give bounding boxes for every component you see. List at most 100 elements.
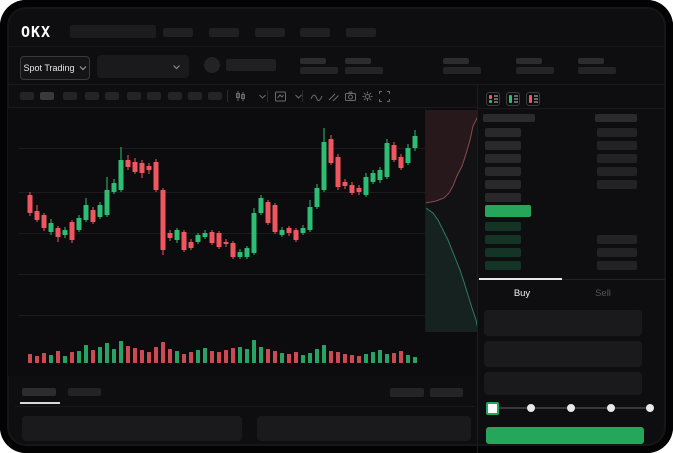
bid-price-placeholder[interactable] [485, 222, 521, 231]
mini-button-placeholder[interactable] [390, 388, 424, 397]
ask-amount-placeholder[interactable] [597, 141, 637, 150]
ask-price-placeholder[interactable] [485, 128, 521, 137]
timeframe-button-placeholder[interactable] [147, 92, 161, 100]
stat-value-placeholder [578, 67, 616, 74]
chart-area[interactable] [8, 108, 478, 376]
ask-amount-placeholder[interactable] [597, 154, 637, 163]
timeframe-button-placeholder[interactable] [63, 92, 77, 100]
ask-price-placeholder[interactable] [485, 193, 521, 202]
open-orders-panel-placeholder[interactable] [22, 416, 242, 441]
fullscreen-icon[interactable] [378, 90, 391, 103]
book-icon-line [494, 101, 498, 103]
snapshot-camera-icon[interactable] [344, 90, 357, 103]
timeframe-button-placeholder[interactable] [168, 92, 182, 100]
bid-amount-placeholder[interactable] [597, 261, 637, 270]
pair-selector-dropdown[interactable] [97, 55, 189, 78]
divider [478, 108, 665, 109]
total-field[interactable] [484, 372, 642, 395]
ask-amount-placeholder[interactable] [597, 128, 637, 137]
last-price-highlight[interactable] [485, 205, 531, 217]
history-tab-placeholder[interactable] [68, 388, 101, 396]
stat-label-placeholder [516, 58, 542, 64]
ask-amount-placeholder[interactable] [597, 180, 637, 189]
timeframe-button-placeholder[interactable] [188, 92, 202, 100]
book-icon-color-bar [529, 95, 532, 103]
book-icon-line [514, 101, 518, 103]
volume-bars [28, 340, 417, 363]
stat-value-placeholder [516, 67, 554, 74]
amount-field[interactable] [484, 341, 642, 367]
book-icon-line [534, 98, 538, 100]
chevron-down-icon [173, 64, 180, 69]
book-icon-line [514, 98, 518, 100]
tab-buy[interactable]: Buy [513, 288, 531, 299]
line-style-icon[interactable] [310, 90, 323, 103]
slider-stop-dot[interactable] [527, 404, 535, 412]
pair-title-placeholder [70, 25, 156, 38]
gridline [18, 192, 473, 193]
ask-amount-placeholder[interactable] [597, 167, 637, 176]
slider-stop-dot[interactable] [567, 404, 575, 412]
divider [477, 85, 478, 453]
nav-item-placeholder[interactable] [346, 28, 376, 37]
buy-submit-button[interactable] [486, 427, 644, 444]
timeframe-button-placeholder[interactable] [20, 92, 34, 100]
bid-amount-placeholder[interactable] [597, 235, 637, 244]
nav-item-placeholder[interactable] [209, 28, 239, 37]
chevron-down-icon[interactable] [256, 90, 269, 103]
toolbar-separator [302, 90, 303, 102]
book-icon-color-bar [489, 95, 492, 99]
nav-item-placeholder[interactable] [255, 28, 285, 37]
ask-price-placeholder[interactable] [485, 141, 521, 150]
market-type-dropdown[interactable]: Spot Trading [20, 56, 90, 80]
price-field[interactable] [484, 310, 642, 336]
ask-price-placeholder[interactable] [485, 167, 521, 176]
buy-tab-underline [479, 278, 562, 280]
stat-value-placeholder [345, 67, 383, 74]
nav-item-placeholder[interactable] [163, 28, 193, 37]
ask-price-placeholder[interactable] [485, 154, 521, 163]
slider-stop-dot[interactable] [607, 404, 615, 412]
ask-price-placeholder[interactable] [485, 180, 521, 189]
bid-price-placeholder[interactable] [485, 235, 521, 244]
gridline [18, 233, 473, 234]
orders-tab-placeholder[interactable] [22, 388, 56, 396]
timeframe-button-placeholder[interactable] [85, 92, 99, 100]
divider [425, 108, 426, 332]
slider-stop-dot[interactable] [646, 404, 654, 412]
toolbar-separator [267, 90, 268, 102]
tab-sell[interactable]: Sell [595, 288, 611, 299]
book-icon-line [494, 95, 498, 97]
compare-icon[interactable] [327, 90, 340, 103]
order-history-panel-placeholder[interactable] [257, 416, 471, 441]
book-bids-icon[interactable] [506, 92, 520, 106]
timeframe-button-placeholder[interactable] [127, 92, 141, 100]
stat-label-placeholder [443, 58, 469, 64]
nav-item-placeholder[interactable] [300, 28, 330, 37]
book-asks-icon[interactable] [526, 92, 540, 106]
bid-amount-placeholder[interactable] [597, 248, 637, 257]
divider [8, 46, 665, 47]
candles-interval-icon[interactable] [234, 90, 247, 103]
gridline [18, 315, 473, 316]
timeframe-button-placeholder[interactable] [208, 92, 222, 100]
book-icon-color-bar [509, 95, 512, 103]
bid-price-placeholder[interactable] [485, 248, 521, 257]
slider-handle[interactable] [486, 402, 499, 415]
stat-label-placeholder [300, 58, 326, 64]
chevron-down-icon[interactable] [292, 90, 305, 103]
timeframe-button-placeholder[interactable] [40, 92, 54, 100]
book-combined-icon[interactable] [486, 92, 500, 106]
indicators-icon[interactable] [274, 90, 287, 103]
mini-button-placeholder[interactable] [430, 388, 463, 397]
gridline [18, 274, 473, 275]
settings-gear-icon[interactable] [361, 90, 374, 103]
book-icon-line [534, 95, 538, 97]
depth-overlay [426, 110, 478, 332]
candlestick-chart[interactable] [22, 108, 422, 336]
bid-price-placeholder[interactable] [485, 261, 521, 270]
orderbook-header-placeholder [483, 114, 535, 122]
timeframe-button-placeholder[interactable] [105, 92, 119, 100]
okx-logo[interactable]: OKX [21, 23, 52, 41]
stat-label-placeholder [345, 58, 371, 64]
